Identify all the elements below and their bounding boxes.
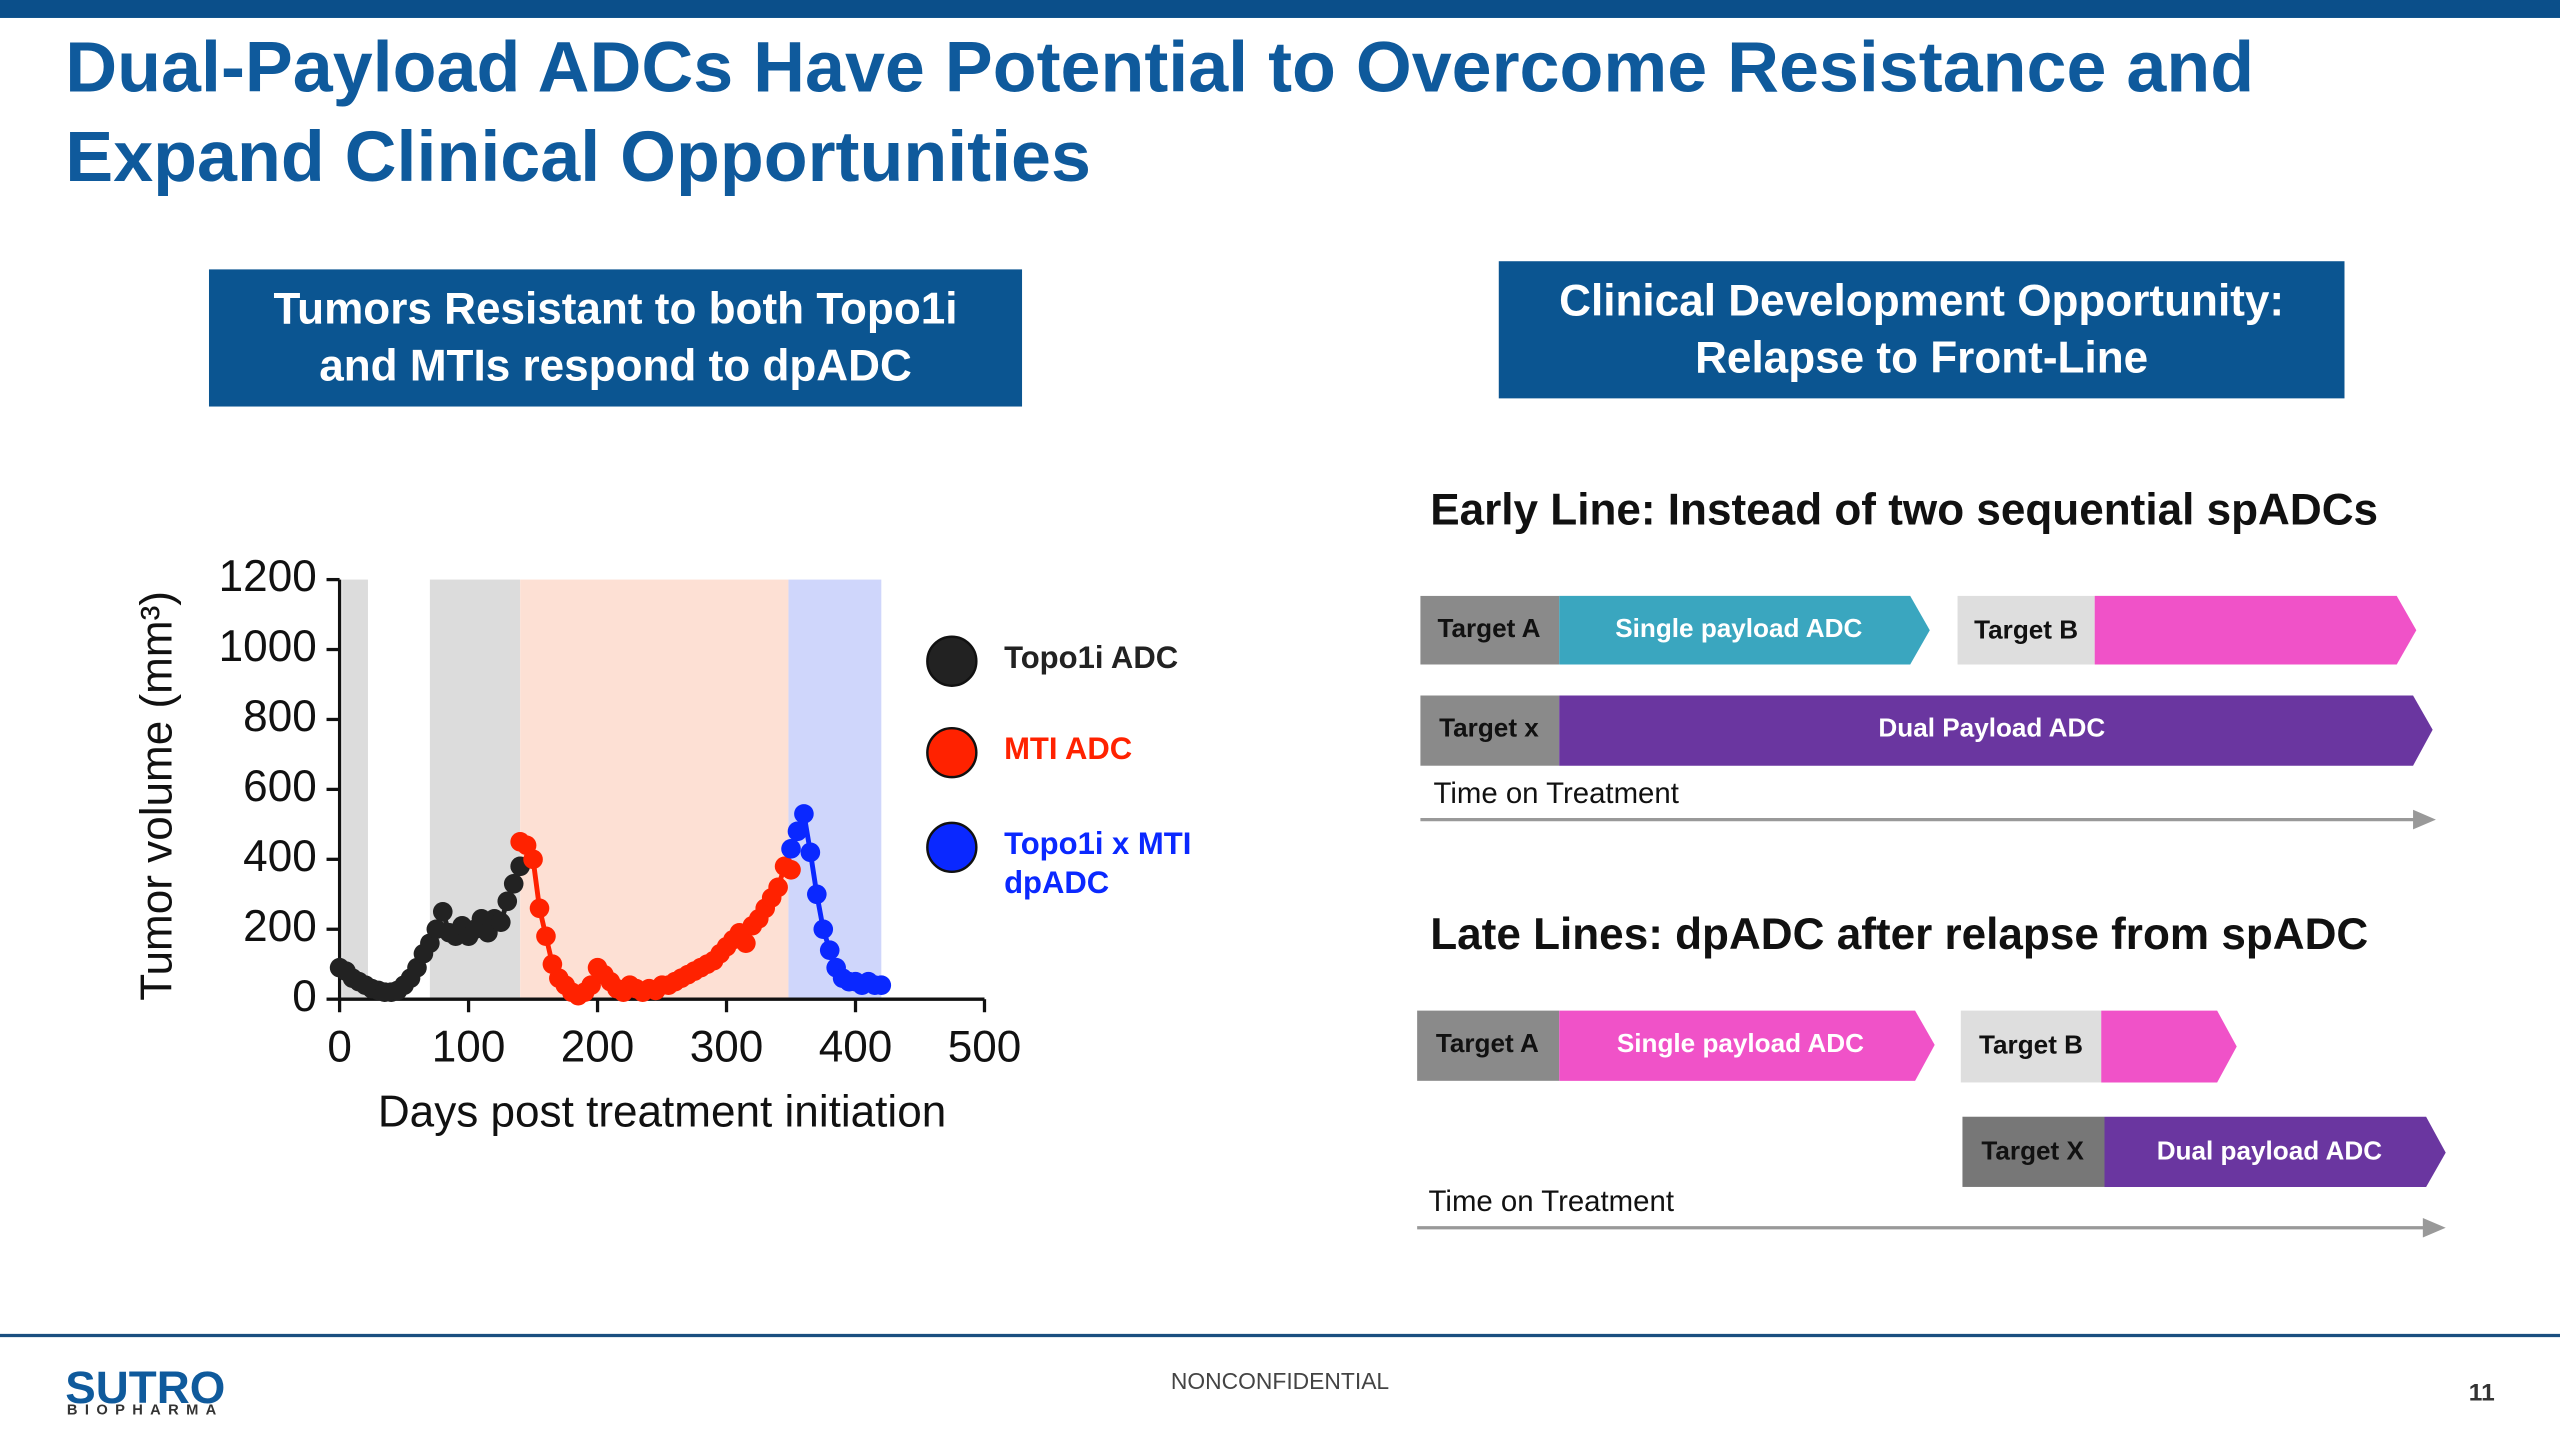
chart: 0 200 400 600 800 1000 1200 0 100 200 300 400 500Day… <box>133 552 1192 1137</box>
arrow-head <box>2422 1217 2446 1238</box>
shaded-region <box>788 579 882 1000</box>
payload-arrow <box>2094 595 2417 665</box>
data-point <box>491 912 511 933</box>
payload-arrow <box>1559 595 1930 665</box>
data-point <box>432 901 453 922</box>
title: Dual-Payload ADCs Have Potential to Over… <box>65 27 2254 107</box>
data-point <box>497 891 518 912</box>
target-label: Target x <box>1439 713 1539 743</box>
y-tick-label: 1000 <box>219 622 317 671</box>
payload-arrow <box>1559 1010 1935 1081</box>
time-label: Time on Treatment <box>1429 1185 1674 1218</box>
data-point <box>503 874 524 894</box>
legend-marker <box>926 821 978 874</box>
title: Expand Clinical Opportunities <box>65 117 1091 197</box>
y-tick-label: 400 <box>243 832 317 881</box>
data-point <box>781 860 801 880</box>
left-box <box>208 269 1023 407</box>
data-point <box>787 821 808 842</box>
legend-label: MTI ADC <box>1004 733 1133 768</box>
y-tick-label: 1200 <box>219 552 317 601</box>
data-point <box>768 877 788 898</box>
target-box <box>1420 595 1560 665</box>
x-tick-label: 100 <box>432 1022 506 1071</box>
target-label: Target A <box>1436 1028 1539 1058</box>
target-box <box>1417 1010 1560 1081</box>
x-tick-label: 500 <box>948 1022 1022 1071</box>
legend-marker <box>926 635 978 687</box>
classification: NONCONFIDENTIAL <box>1171 1368 1389 1394</box>
data-point <box>807 884 827 905</box>
data-point <box>819 940 840 961</box>
data-point <box>813 919 834 940</box>
logo: SUTRO <box>65 1362 225 1413</box>
x-axis-label: Days post treatment initiation <box>378 1088 946 1137</box>
data-point <box>871 975 892 995</box>
logo-sub: BIOPHARMA <box>67 1402 224 1418</box>
section-heading: Early Line: Instead of two sequential sp… <box>1430 485 2378 534</box>
x-tick-label: 400 <box>819 1022 893 1071</box>
data-point <box>529 898 550 919</box>
data-point <box>781 839 801 859</box>
section-heading: Late Lines: dpADC after relapse from spA… <box>1430 910 2368 959</box>
box-text: Tumors Resistant to both Topo1i <box>274 284 958 333</box>
y-tick-label: 600 <box>243 762 317 811</box>
target-label: Target A <box>1437 613 1540 643</box>
legend-entry: MTI ADC <box>1004 733 1133 768</box>
payload-label: Dual Payload ADC <box>1878 713 2105 743</box>
box-text: Relapse to Front-Line <box>1695 333 2148 382</box>
data-point <box>794 804 814 824</box>
payload-arrow <box>2101 1010 2237 1083</box>
y-axis-label: Tumor volume (mm³) <box>133 591 182 1001</box>
target-box <box>1420 695 1560 766</box>
box-text: and MTIs respond to dpADC <box>319 342 912 391</box>
x-tick-label: 200 <box>561 1022 635 1071</box>
data-point <box>536 926 556 947</box>
shaded-region <box>342 579 368 1000</box>
top-bar <box>0 0 2560 18</box>
payload-arrow <box>2104 1116 2446 1187</box>
legend-label: Topo1i x MTI dpADC <box>1004 827 1192 902</box>
y-tick-label: 0 <box>292 972 317 1021</box>
x-tick-label: 0 <box>327 1022 352 1071</box>
payload-arrow <box>1559 695 2433 766</box>
target-box <box>1960 1010 2102 1083</box>
x-tick-label: 300 <box>690 1022 764 1071</box>
target-label: Target X <box>1981 1136 2084 1166</box>
box-text: Clinical Development Opportunity: <box>1559 276 2284 325</box>
legend-marker <box>926 726 978 779</box>
data-point <box>736 933 756 954</box>
target-label: Target B <box>1979 1029 2083 1059</box>
target-box <box>1962 1116 2105 1187</box>
page-number: 11 <box>2469 1380 2495 1407</box>
time-label: Time on Treatment <box>1433 777 1678 810</box>
y-tick-label: 200 <box>243 902 317 951</box>
data-point <box>800 842 821 863</box>
target-box <box>1957 595 2095 665</box>
right-box <box>1498 261 2345 399</box>
payload-label: Dual payload ADC <box>2157 1136 2382 1166</box>
legend-label: Topo1i ADC <box>1004 641 1179 676</box>
payload-label: Single payload ADC <box>1617 1028 1864 1058</box>
arrow-head <box>2413 809 2436 830</box>
target-label: Target B <box>1974 615 2078 645</box>
data-point <box>523 849 543 870</box>
legend-entry: Topo1i x MTI dpADC <box>1004 827 1192 902</box>
payload-label: Single payload ADC <box>1615 613 1862 643</box>
legend-entry: Topo1i ADC <box>1004 641 1179 676</box>
y-tick-label: 800 <box>243 692 317 741</box>
